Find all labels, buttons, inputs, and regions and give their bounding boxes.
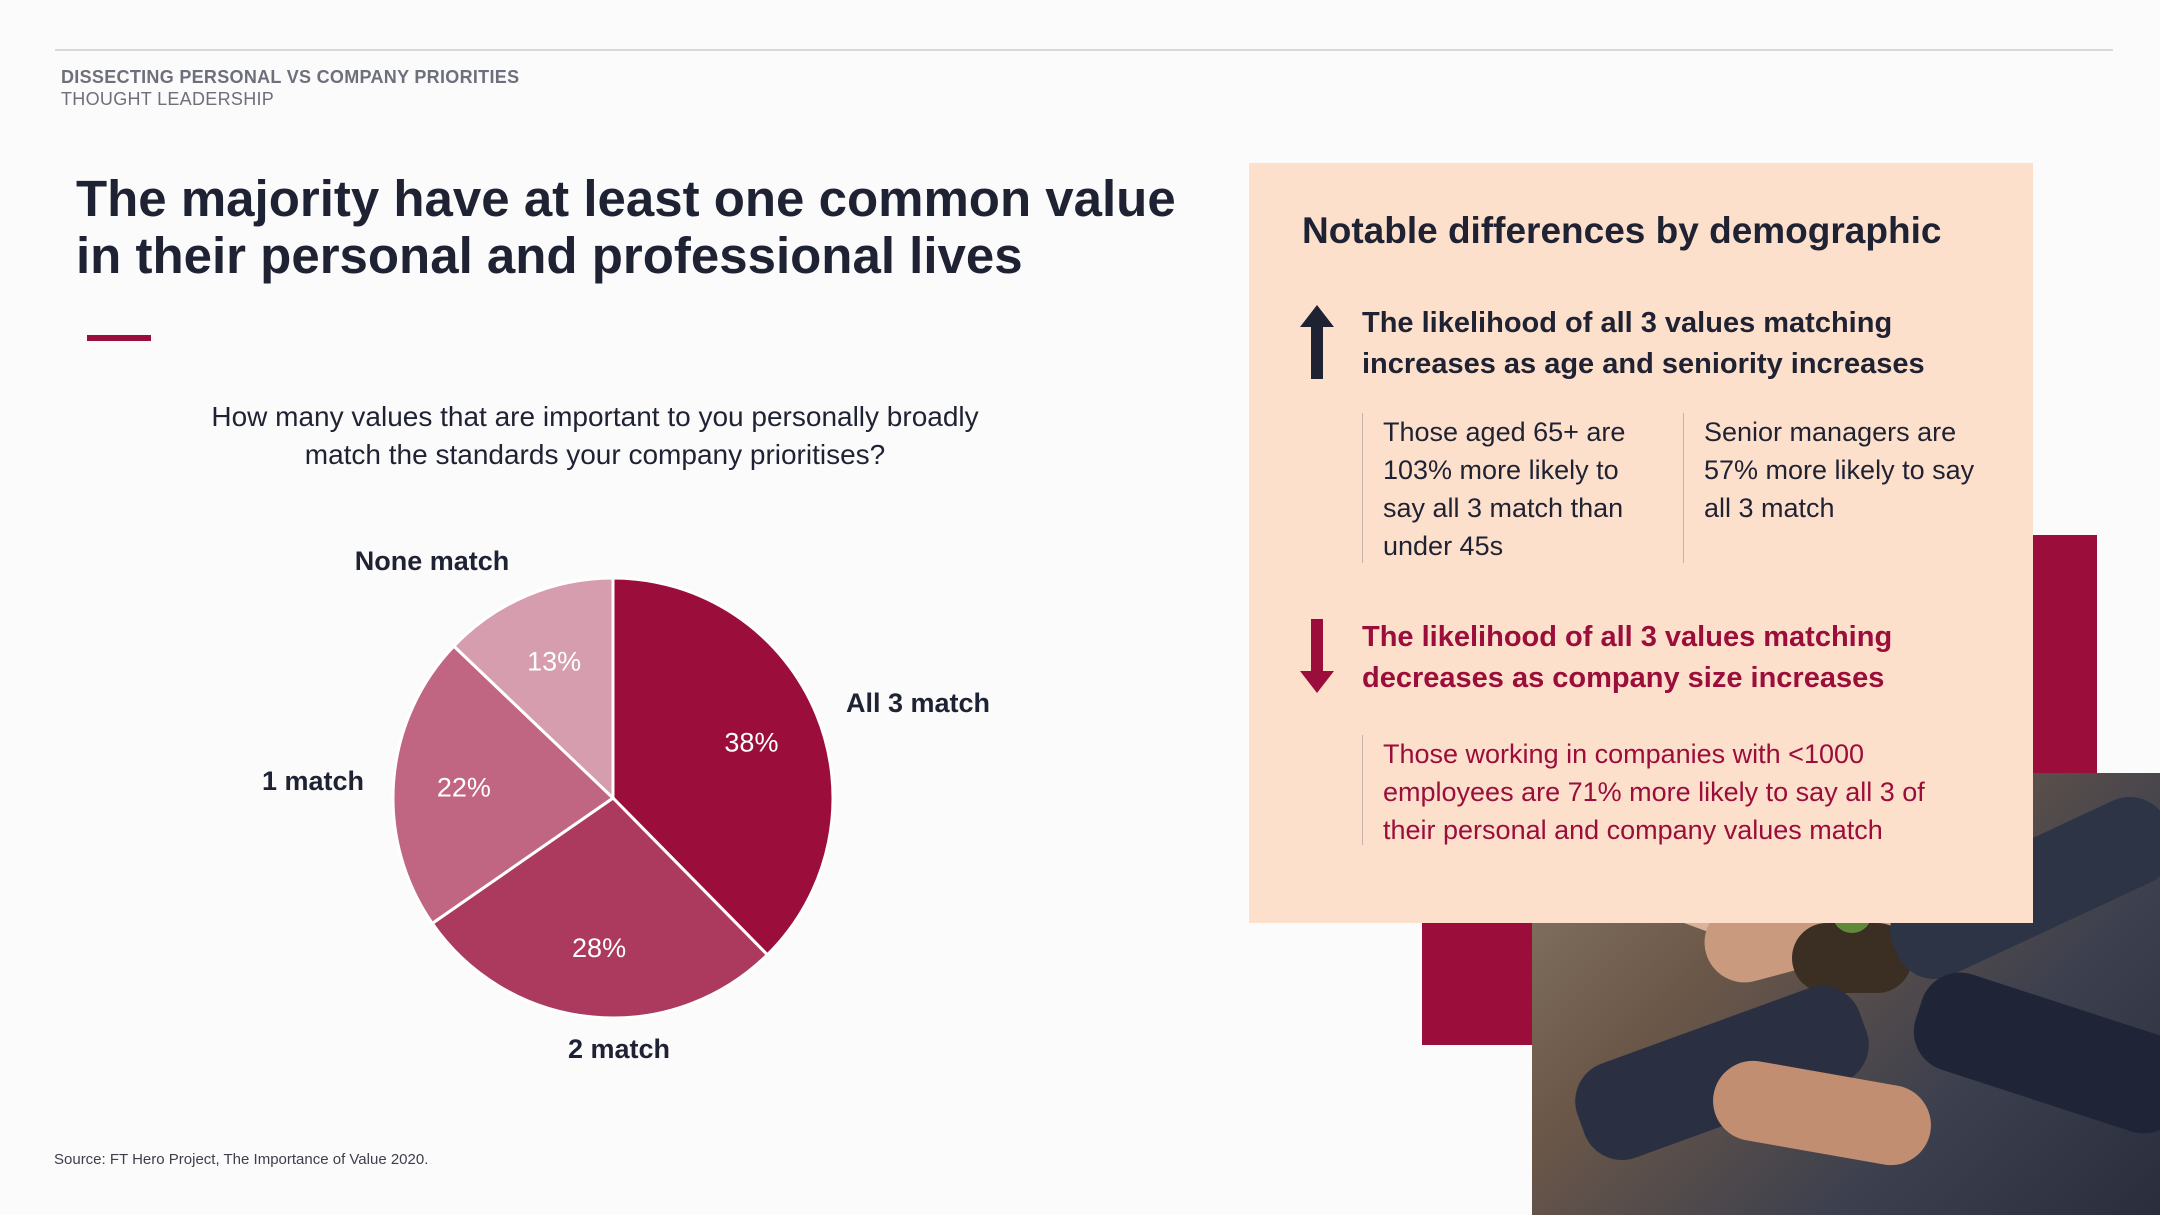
pie-value-label-1: 38% bbox=[724, 727, 778, 757]
section-subkicker: THOUGHT LEADERSHIP bbox=[61, 89, 275, 109]
pie-category-label-1: All 3 match bbox=[846, 688, 990, 718]
arrow-up-icon bbox=[1300, 305, 1334, 379]
pie-value-label-3: 22% bbox=[437, 772, 491, 802]
pie-category-label-4: None match bbox=[355, 546, 510, 576]
section-kicker: DISSECTING PERSONAL VS COMPANY PRIORITIE… bbox=[61, 67, 520, 87]
pie-slice-3 bbox=[391, 643, 616, 926]
pie-value-label-2: 28% bbox=[572, 933, 626, 963]
company-size-stat: Those working in companies with <1000 em… bbox=[1362, 735, 1943, 845]
pie-slice-2 bbox=[430, 796, 770, 1020]
demographics-panel: Notable differences by demographic The l… bbox=[1249, 163, 2033, 923]
decorative-block-right bbox=[2032, 535, 2097, 775]
pie-slice-1 bbox=[611, 576, 835, 957]
pie-category-label-2: 2 match bbox=[568, 1034, 670, 1064]
seniority-stat: Senior managers are 57% more likely to s… bbox=[1683, 413, 1984, 563]
title-accent-bar bbox=[87, 335, 151, 341]
panel-title: Notable differences by demographic bbox=[1302, 210, 1942, 251]
arrow-down-icon bbox=[1300, 619, 1334, 693]
survey-question: How many values that are important to yo… bbox=[211, 401, 979, 470]
pie-value-label-4: 13% bbox=[527, 646, 581, 676]
increase-finding-title: The likelihood of all 3 values matching … bbox=[1362, 307, 1925, 380]
top-divider bbox=[55, 49, 2113, 51]
page-title: The majority have at least one common va… bbox=[76, 170, 1176, 284]
age-stat: Those aged 65+ are 103% more likely to s… bbox=[1362, 413, 1643, 563]
pie-category-label-3: 1 match bbox=[262, 766, 364, 796]
pie-slice-4 bbox=[451, 576, 615, 802]
decrease-finding-title: The likelihood of all 3 values matching … bbox=[1362, 621, 1893, 694]
decorative-block-bottom bbox=[1422, 900, 1532, 1045]
source-note: Source: FT Hero Project, The Importance … bbox=[54, 1151, 429, 1168]
